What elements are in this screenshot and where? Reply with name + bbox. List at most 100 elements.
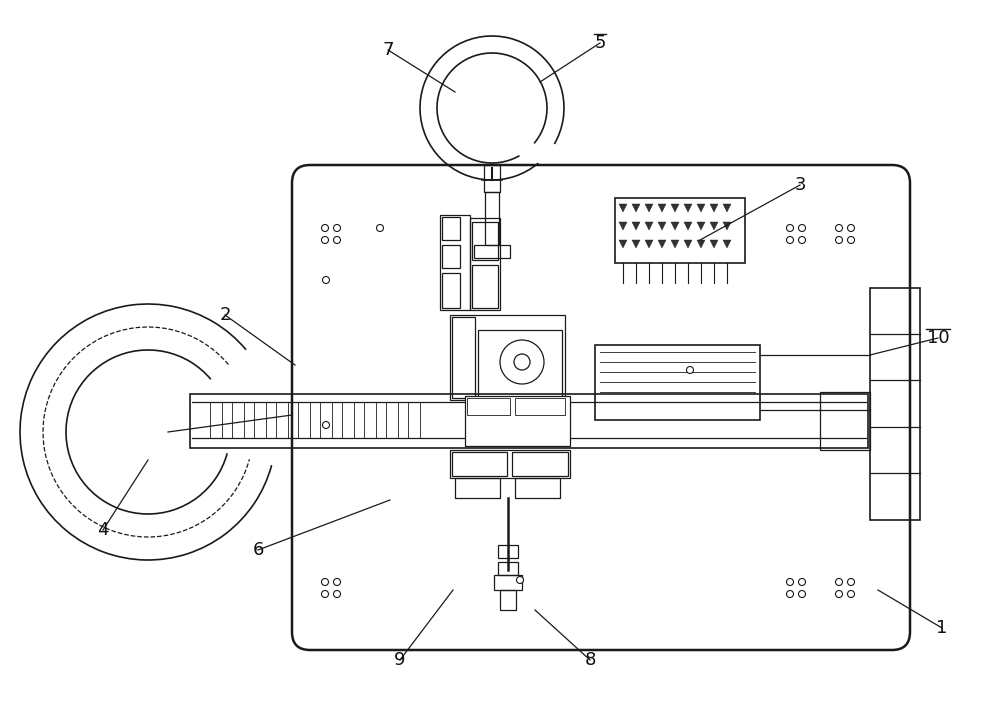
Bar xyxy=(254,402,266,438)
Polygon shape xyxy=(723,240,731,248)
Polygon shape xyxy=(671,222,679,230)
Circle shape xyxy=(786,591,794,597)
Bar xyxy=(515,398,565,415)
Bar xyxy=(615,198,745,263)
Circle shape xyxy=(836,579,842,585)
Circle shape xyxy=(334,591,340,597)
Bar xyxy=(515,478,560,498)
FancyBboxPatch shape xyxy=(292,165,910,650)
Bar xyxy=(386,402,398,438)
Bar xyxy=(364,402,376,438)
Polygon shape xyxy=(619,222,627,230)
Polygon shape xyxy=(645,222,653,230)
Bar xyxy=(870,288,920,520)
Circle shape xyxy=(836,591,842,597)
Bar xyxy=(442,245,460,268)
Circle shape xyxy=(334,579,340,585)
Text: 10: 10 xyxy=(927,329,949,347)
Bar xyxy=(450,450,570,478)
Circle shape xyxy=(798,591,806,597)
Text: 8: 8 xyxy=(584,651,596,669)
Polygon shape xyxy=(619,240,627,248)
Circle shape xyxy=(848,591,854,597)
Polygon shape xyxy=(684,240,692,248)
Text: 7: 7 xyxy=(382,41,394,59)
Bar xyxy=(494,575,522,590)
Polygon shape xyxy=(697,222,705,230)
Bar xyxy=(452,317,475,398)
Text: 3: 3 xyxy=(794,176,806,194)
Polygon shape xyxy=(632,240,640,248)
Circle shape xyxy=(322,591,328,597)
Circle shape xyxy=(322,579,328,585)
Circle shape xyxy=(848,225,854,232)
Bar xyxy=(320,402,332,438)
Polygon shape xyxy=(645,204,653,212)
Bar xyxy=(442,273,460,308)
Polygon shape xyxy=(632,222,640,230)
Polygon shape xyxy=(619,204,627,212)
Bar xyxy=(498,545,518,558)
Polygon shape xyxy=(658,222,666,230)
Bar xyxy=(472,265,498,308)
Bar xyxy=(500,590,516,610)
Circle shape xyxy=(334,237,340,243)
Text: 5: 5 xyxy=(594,34,606,52)
Bar xyxy=(452,452,507,476)
Circle shape xyxy=(798,225,806,232)
Circle shape xyxy=(836,237,842,243)
Circle shape xyxy=(322,237,328,243)
Polygon shape xyxy=(671,240,679,248)
Bar xyxy=(342,402,354,438)
Circle shape xyxy=(798,237,806,243)
Polygon shape xyxy=(645,240,653,248)
Bar xyxy=(595,345,760,420)
Bar xyxy=(465,396,570,446)
Polygon shape xyxy=(632,204,640,212)
Bar xyxy=(408,402,420,438)
Circle shape xyxy=(848,579,854,585)
Polygon shape xyxy=(697,240,705,248)
Bar xyxy=(210,402,222,438)
Bar xyxy=(442,217,460,240)
Circle shape xyxy=(686,366,694,373)
Polygon shape xyxy=(710,204,718,212)
Circle shape xyxy=(786,579,794,585)
Bar xyxy=(472,222,498,260)
Bar xyxy=(467,398,510,415)
Polygon shape xyxy=(684,222,692,230)
Bar xyxy=(232,402,244,438)
Bar xyxy=(470,218,500,310)
Text: 4: 4 xyxy=(97,521,109,539)
Circle shape xyxy=(322,277,330,284)
Polygon shape xyxy=(697,204,705,212)
Circle shape xyxy=(334,225,340,232)
Bar xyxy=(512,452,568,476)
Bar xyxy=(498,562,518,575)
Circle shape xyxy=(376,225,384,232)
Circle shape xyxy=(322,225,328,232)
Bar xyxy=(484,165,500,192)
Circle shape xyxy=(516,577,524,584)
Polygon shape xyxy=(684,204,692,212)
Text: 9: 9 xyxy=(394,651,406,669)
Polygon shape xyxy=(710,240,718,248)
Bar xyxy=(478,330,562,398)
Polygon shape xyxy=(658,204,666,212)
Bar xyxy=(485,192,499,245)
Polygon shape xyxy=(658,240,666,248)
Bar xyxy=(298,402,310,438)
Bar xyxy=(455,478,500,498)
Bar xyxy=(190,394,868,448)
Text: 6: 6 xyxy=(252,541,264,559)
Circle shape xyxy=(848,237,854,243)
Bar xyxy=(820,392,870,450)
Circle shape xyxy=(798,579,806,585)
Circle shape xyxy=(836,225,842,232)
Circle shape xyxy=(500,340,544,384)
Circle shape xyxy=(322,422,330,429)
Polygon shape xyxy=(710,222,718,230)
Bar xyxy=(440,215,470,310)
Circle shape xyxy=(786,225,794,232)
Polygon shape xyxy=(723,204,731,212)
